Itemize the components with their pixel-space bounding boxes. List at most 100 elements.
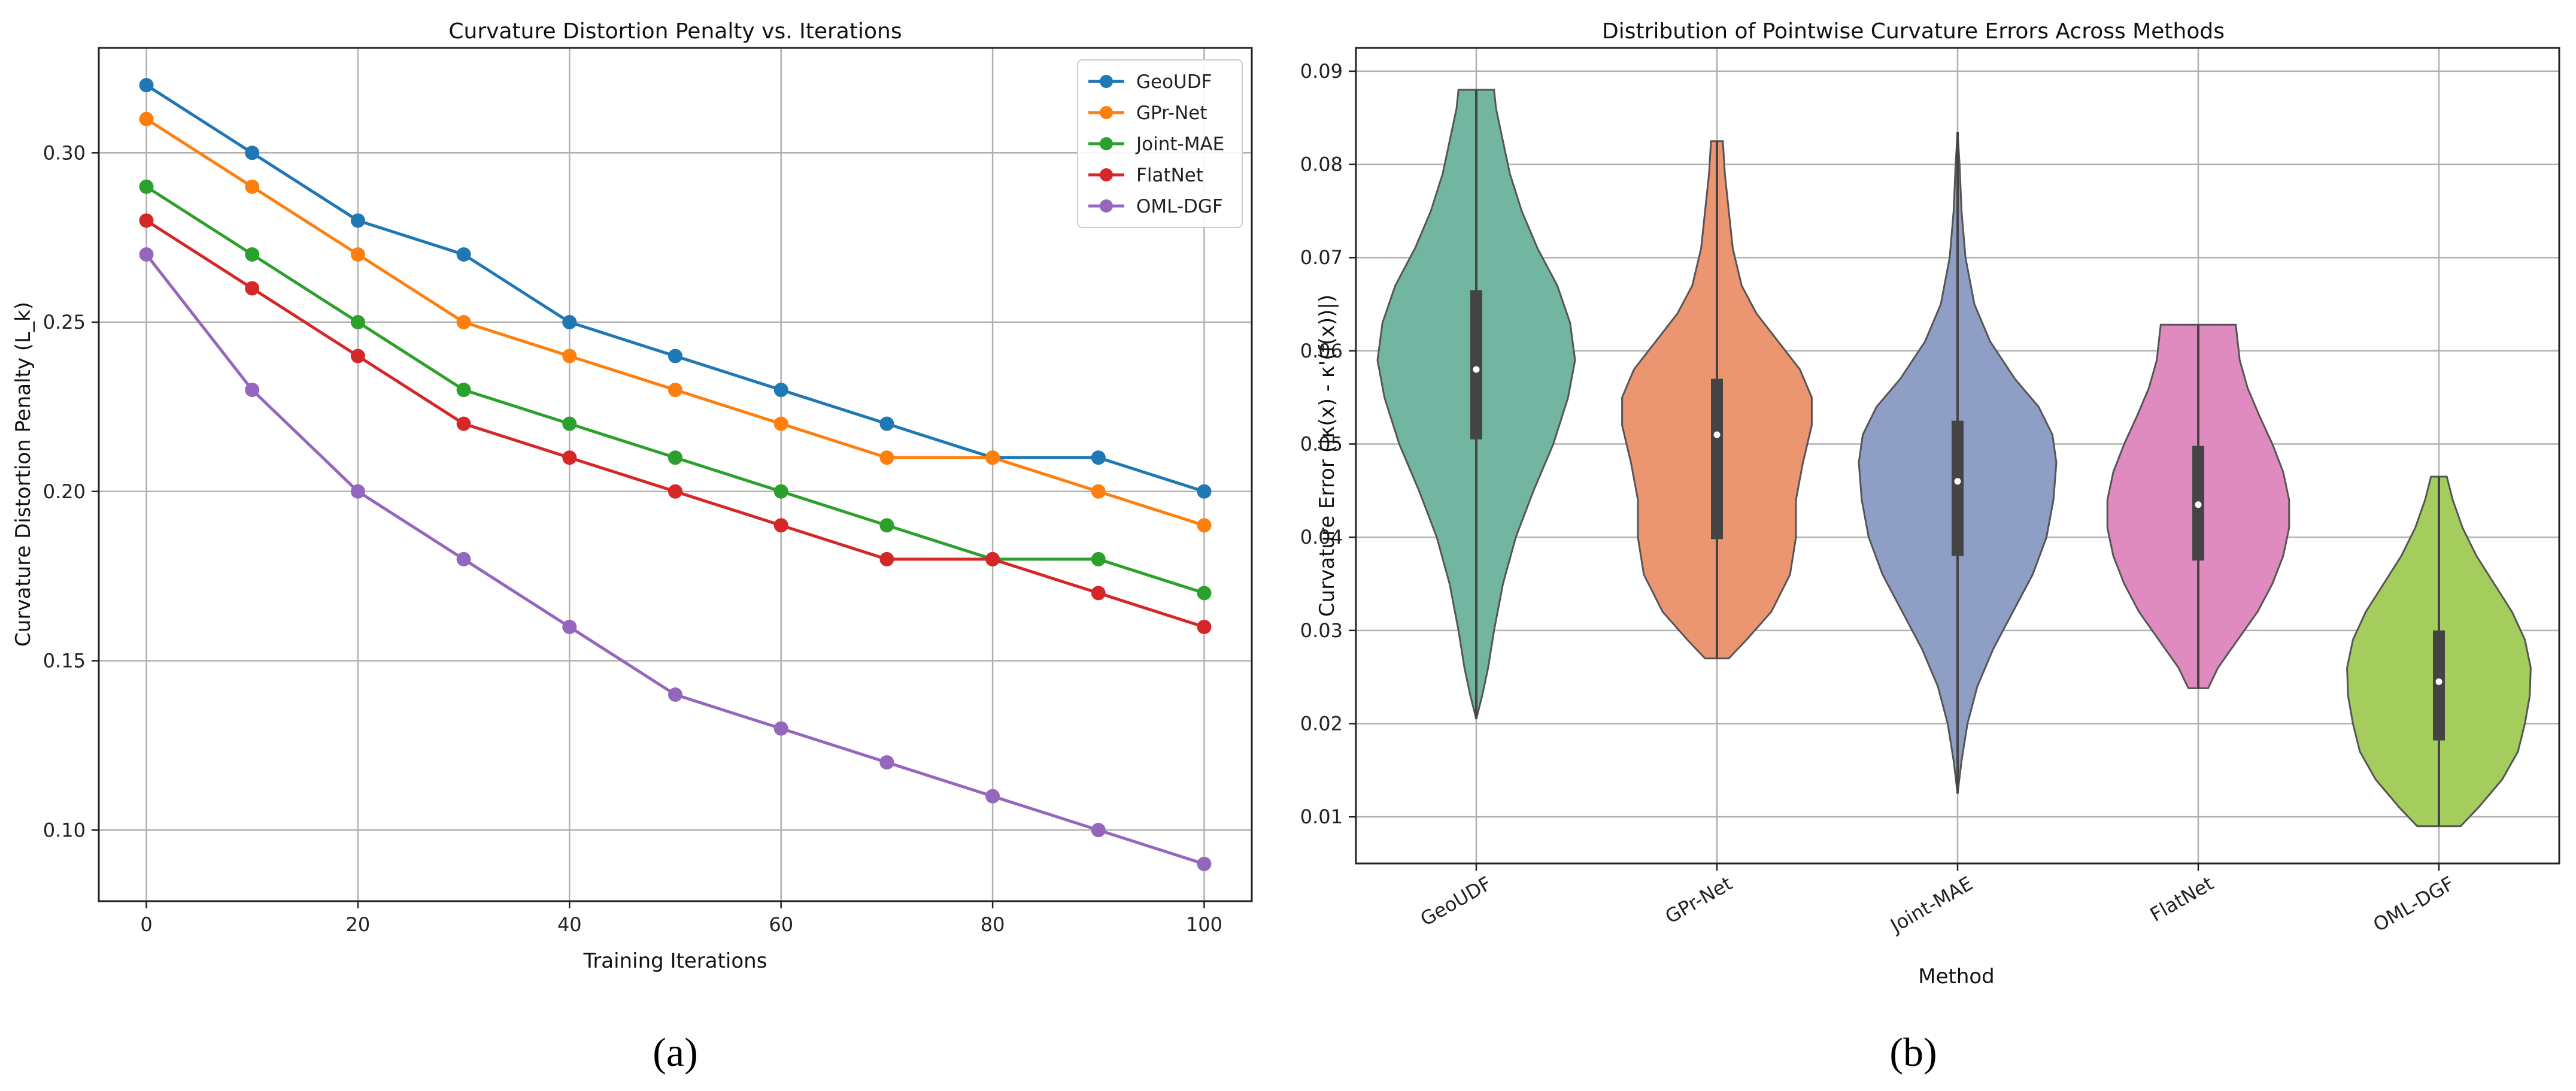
legend-swatch-marker — [1100, 106, 1113, 119]
line-chart-series — [139, 78, 1212, 871]
violin-geoudf — [1376, 89, 1576, 720]
data-point — [1091, 823, 1106, 838]
y-tick-label: 0.09 — [1300, 60, 1343, 83]
line-chart-legend: GeoUDF GPr-Net Joint-MAE FlatNet OML-DGF — [1077, 59, 1243, 228]
data-point — [456, 551, 471, 566]
y-tick-label: 0.25 — [43, 311, 86, 334]
violin-iqr-box — [1952, 420, 1964, 556]
violin-iqr-box — [1711, 378, 1723, 540]
data-point — [139, 179, 154, 194]
data-point — [245, 146, 260, 160]
data-point — [879, 755, 894, 770]
y-tick-label: 0.04 — [1300, 526, 1343, 548]
data-point — [985, 551, 1000, 566]
legend-entry: FlatNet — [1088, 165, 1203, 186]
y-tick-label: 0.15 — [43, 650, 86, 672]
data-point — [879, 518, 894, 533]
violin-median — [2195, 501, 2202, 508]
legend-swatch-marker — [1100, 75, 1113, 88]
data-point — [350, 348, 365, 363]
y-tick-label: 0.07 — [1300, 246, 1343, 269]
violin-chart-x-axis-label: Method — [1918, 965, 1995, 989]
x-tick-label: 80 — [981, 913, 1005, 936]
data-point — [1197, 619, 1212, 634]
legend-entry: Joint-MAE — [1088, 134, 1224, 155]
data-point — [668, 450, 682, 465]
data-point — [668, 383, 682, 398]
x-tick-label: 0 — [140, 913, 152, 936]
line-chart-x-axis-label: Training Iterations — [583, 949, 767, 973]
legend-label: OML-DGF — [1136, 196, 1223, 217]
data-point — [668, 348, 682, 363]
violin-chart-violins — [1376, 89, 2532, 828]
data-point — [1197, 586, 1212, 601]
series-oml-dgf — [139, 247, 1212, 871]
data-point — [773, 518, 788, 533]
data-point — [456, 247, 471, 262]
y-tick-label: 0.02 — [1300, 713, 1343, 735]
legend-label: GPr-Net — [1136, 102, 1207, 124]
legend-entry: GPr-Net — [1088, 102, 1207, 124]
violin-median — [2435, 678, 2443, 685]
data-point — [139, 247, 154, 262]
data-point — [562, 619, 577, 634]
legend-entry: GeoUDF — [1088, 71, 1212, 93]
series-geoudf — [139, 78, 1212, 499]
y-tick-label: 0.06 — [1300, 340, 1343, 362]
data-point — [773, 484, 788, 499]
data-point — [562, 416, 577, 431]
data-point — [456, 315, 471, 330]
data-point — [350, 247, 365, 262]
data-point — [1197, 518, 1212, 533]
violin-median — [1713, 431, 1721, 438]
data-point — [350, 484, 365, 499]
violin-iqr-box — [2433, 630, 2445, 741]
violin-chart-y-axis-label: Curvature Error (|κ(x) - κ'(f(x))|) — [1315, 295, 1339, 617]
violin-chart-title: Distribution of Pointwise Curvature Erro… — [1602, 19, 2225, 44]
violin-iqr-box — [1470, 290, 1482, 440]
y-tick-label: 0.05 — [1300, 433, 1343, 456]
violin-joint-mae — [1858, 132, 2058, 794]
data-point — [1091, 484, 1106, 499]
legend-swatch-marker — [1100, 168, 1113, 181]
data-point — [139, 111, 154, 126]
x-tick-label: 40 — [557, 913, 582, 936]
data-point — [668, 484, 682, 499]
data-point — [879, 416, 894, 431]
data-point — [350, 315, 365, 330]
data-point — [1091, 450, 1106, 465]
series-gpr-net — [139, 111, 1212, 533]
data-point — [245, 281, 260, 296]
data-point — [985, 789, 1000, 804]
data-point — [879, 450, 894, 465]
data-point — [1197, 484, 1212, 499]
legend-label: GeoUDF — [1136, 71, 1212, 93]
line-chart: Curvature Distortion Penalty vs. Iterati… — [11, 19, 1253, 1075]
data-point — [773, 721, 788, 736]
data-point — [562, 450, 577, 465]
violin-gpr-net — [1621, 140, 1813, 660]
legend-label: Joint-MAE — [1135, 134, 1224, 155]
data-point — [245, 247, 260, 262]
data-point — [245, 179, 260, 194]
data-point — [562, 348, 577, 363]
panel-label-b: (b) — [1889, 1029, 1937, 1075]
legend-swatch-marker — [1100, 137, 1113, 150]
data-point — [668, 687, 682, 702]
legend-label: FlatNet — [1136, 165, 1203, 186]
series-flatnet — [139, 213, 1212, 634]
legend-box — [1077, 59, 1243, 228]
panel-label-a: (a) — [653, 1029, 697, 1075]
x-tick-label: 60 — [769, 913, 793, 936]
data-point — [985, 450, 1000, 465]
violin-oml-dgf — [2346, 475, 2532, 828]
data-point — [879, 551, 894, 566]
data-point — [773, 416, 788, 431]
y-tick-label: 0.03 — [1300, 619, 1343, 642]
x-tick-label: 20 — [346, 913, 371, 936]
data-point — [350, 213, 365, 228]
data-point — [456, 383, 471, 398]
y-tick-label: 0.30 — [43, 141, 86, 164]
line-chart-plot-frame — [98, 47, 1253, 902]
